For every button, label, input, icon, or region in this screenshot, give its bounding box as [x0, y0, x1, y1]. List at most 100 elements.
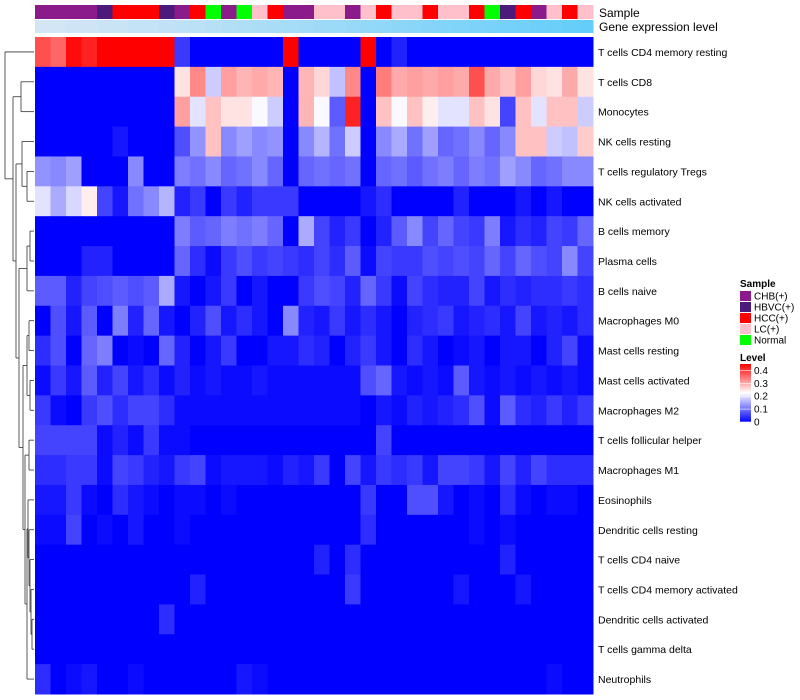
heatmap-cell — [35, 604, 51, 635]
heatmap-cell — [360, 156, 377, 187]
heatmap-cell — [190, 66, 206, 98]
heatmap-cell — [562, 335, 578, 366]
heatmap-cell — [515, 126, 532, 157]
heatmap-cell — [484, 634, 501, 665]
heatmap-cell — [438, 275, 454, 307]
heatmap-cell — [314, 37, 330, 68]
heatmap-cell — [50, 126, 67, 157]
heatmap-cell — [159, 186, 175, 217]
heatmap-cell — [174, 455, 191, 486]
heatmap-cell — [376, 275, 392, 307]
row-label: T cells CD4 memory activated — [598, 584, 738, 596]
heatmap-cell — [391, 156, 408, 187]
heatmap-cell — [562, 604, 578, 635]
heatmap-cell — [267, 484, 284, 516]
heatmap-cell — [112, 96, 129, 128]
heatmap-cell — [267, 634, 284, 665]
heatmap-cell — [438, 335, 454, 366]
heatmap-cell — [577, 574, 594, 605]
heatmap-cell — [453, 425, 470, 456]
heatmap-cell — [236, 66, 253, 98]
expression-annotation-cell — [391, 20, 408, 33]
row-label: Neutrophils — [598, 674, 651, 686]
heatmap-cell — [329, 37, 346, 68]
heatmap-cell — [422, 186, 439, 217]
heatmap-cell — [562, 634, 578, 665]
heatmap-cell — [329, 604, 346, 635]
heatmap-cell — [283, 126, 299, 157]
heatmap-cell — [283, 305, 299, 337]
heatmap-cell — [221, 484, 237, 516]
heatmap-cell — [97, 365, 113, 396]
heatmap-cell — [97, 66, 113, 98]
row-labels: T cells CD4 memory resting T cells CD8 Mon… — [598, 47, 738, 686]
heatmap-cell — [267, 186, 284, 217]
heatmap-cell — [577, 275, 594, 307]
heatmap-cell — [267, 37, 284, 68]
heatmap-cell — [298, 335, 315, 366]
heatmap-cell — [112, 126, 129, 157]
heatmap-cell — [562, 66, 578, 98]
heatmap-cell — [469, 246, 485, 277]
heatmap-cell — [190, 425, 206, 456]
heatmap-cell — [221, 365, 237, 396]
heatmap-cell — [577, 634, 594, 665]
heatmap-cell — [205, 216, 222, 247]
heatmap-cell — [267, 66, 284, 98]
heatmap-cell — [50, 246, 67, 277]
heatmap-cell — [469, 305, 485, 337]
heatmap-cell — [252, 664, 268, 695]
heatmap-cell — [360, 455, 377, 486]
heatmap-cell — [484, 664, 501, 695]
row-label: Macrophages M0 — [598, 316, 679, 328]
heatmap-cell — [190, 275, 206, 307]
heatmap-cell — [438, 634, 454, 665]
heatmap-cell — [407, 66, 423, 98]
expression-annotation-cell — [66, 20, 82, 33]
expression-annotation-cell — [97, 20, 113, 33]
expression-annotation-cell — [345, 20, 361, 33]
heatmap-cell — [329, 335, 346, 366]
heatmap-cell — [360, 126, 377, 157]
heatmap-cell — [81, 186, 98, 217]
heatmap-cell — [484, 335, 501, 366]
heatmap-cell — [205, 275, 222, 307]
heatmap-cell — [221, 186, 237, 217]
expression-annotation-cell — [484, 20, 501, 33]
sample-annotation-cell — [159, 5, 175, 19]
heatmap-cell — [345, 335, 361, 366]
heatmap-cell — [562, 275, 578, 307]
heatmap-cell — [376, 216, 392, 247]
heatmap-cell — [221, 37, 237, 68]
heatmap-cell — [562, 425, 578, 456]
heatmap-cell — [252, 634, 268, 665]
heatmap-cell — [314, 365, 330, 396]
heatmap-cell — [221, 425, 237, 456]
heatmap-cell — [298, 664, 315, 695]
heatmap-cell — [453, 246, 470, 277]
heatmap-cell — [314, 96, 330, 128]
heatmap-cell — [236, 37, 253, 68]
heatmap-cell — [50, 574, 67, 605]
heatmap-cell — [453, 664, 470, 695]
heatmap-cell — [97, 425, 113, 456]
heatmap-cell — [546, 96, 563, 128]
expression-annotation-cell — [438, 20, 454, 33]
heatmap-cell — [484, 156, 501, 187]
heatmap-cell — [531, 156, 547, 187]
heatmap-cell — [97, 335, 113, 366]
sample-annotation-cell — [391, 5, 408, 19]
heatmap-cell — [422, 96, 439, 128]
heatmap-cell — [438, 604, 454, 635]
heatmap-cell — [345, 246, 361, 277]
sample-annotation-cell — [438, 5, 454, 19]
heatmap-cell — [531, 544, 547, 576]
heatmap-cell — [360, 425, 377, 456]
heatmap-cell — [515, 305, 532, 337]
heatmap-cell — [252, 66, 268, 98]
heatmap-cell — [97, 574, 113, 605]
heatmap-cell — [546, 126, 563, 157]
heatmap-cell — [391, 37, 408, 68]
heatmap-cell — [252, 246, 268, 277]
legend-item-label: HBVC(+) — [754, 303, 794, 314]
